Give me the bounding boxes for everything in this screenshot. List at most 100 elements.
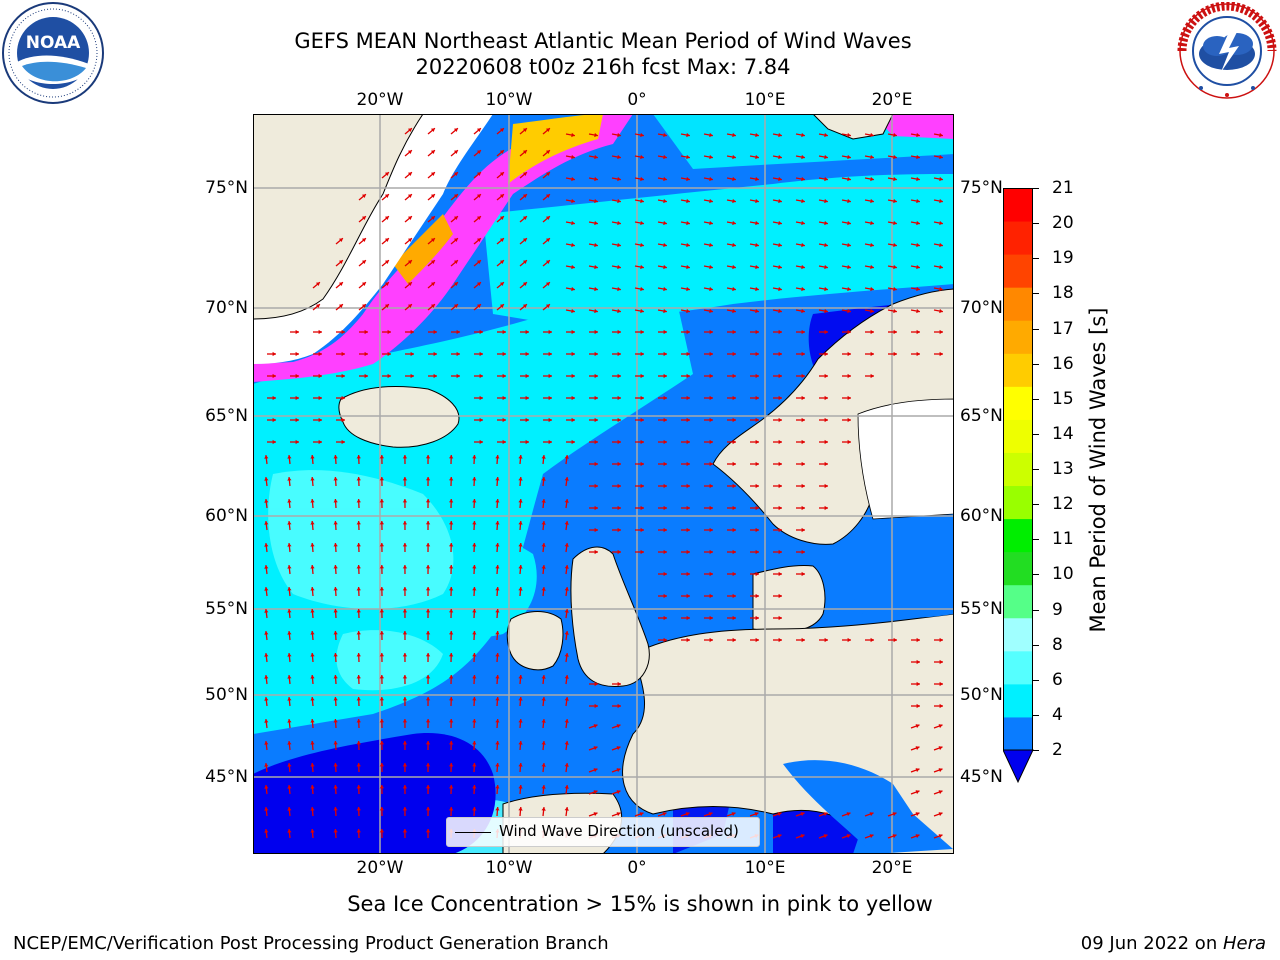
wave-direction-arrowhead xyxy=(430,260,435,264)
wave-direction-arrowhead xyxy=(824,286,828,292)
wave-direction-arrowhead xyxy=(518,477,523,481)
wave-direction-arrowhead xyxy=(495,543,500,547)
colorbar-tick-label: 16 xyxy=(1052,353,1074,374)
wave-direction-arrowhead xyxy=(778,417,782,423)
wave-direction-arrowhead xyxy=(732,461,736,467)
wave-direction-arrowhead xyxy=(594,527,598,533)
wave-direction-arrowhead xyxy=(545,282,550,286)
wave-direction-arrowhead xyxy=(287,499,292,503)
wave-direction-arrowhead xyxy=(264,697,269,701)
wave-direction-arrowhead xyxy=(893,637,897,643)
wave-direction-arrowhead xyxy=(916,132,920,138)
wave-direction-arrowhead xyxy=(663,395,667,401)
wave-direction-arrowhead xyxy=(430,238,435,242)
wave-direction-arrowhead xyxy=(617,483,621,489)
wave-direction-arrowhead xyxy=(801,308,805,314)
wave-direction-arrowhead xyxy=(499,238,504,242)
wave-direction-arrowhead xyxy=(939,220,943,226)
wave-direction-arrowhead xyxy=(495,785,500,789)
wave-direction-arrowhead xyxy=(709,154,713,160)
wave-direction-arrowhead xyxy=(663,571,667,577)
wave-direction-arrowhead xyxy=(709,264,713,270)
wave-direction-arrowhead xyxy=(801,220,805,226)
wave-direction-arrowhead xyxy=(755,637,759,643)
wave-direction-arrowhead xyxy=(755,373,759,379)
wave-direction-arrowhead xyxy=(571,308,575,314)
wave-direction-arrowhead xyxy=(453,282,458,286)
noaa-logo: NOAA xyxy=(2,2,104,104)
wave-direction-arrowhead xyxy=(915,768,920,773)
wave-direction-arrowhead xyxy=(663,329,667,335)
wave-direction-arrowhead xyxy=(755,220,759,226)
wave-direction-arrowhead xyxy=(476,282,481,286)
wave-direction-arrowhead xyxy=(663,132,667,138)
wave-direction-arrowhead xyxy=(916,351,920,357)
wave-direction-arrowhead xyxy=(384,282,389,286)
wave-direction-arrowhead xyxy=(476,128,481,132)
wave-direction-arrowhead xyxy=(915,724,920,729)
wave-direction-arrowhead xyxy=(379,609,384,613)
wave-direction-arrowhead xyxy=(594,483,598,489)
wave-direction-arrowhead xyxy=(916,659,920,665)
wave-direction-arrowhead xyxy=(564,675,569,679)
wave-direction-arrowhead xyxy=(310,785,315,789)
wave-direction-arrowhead xyxy=(893,308,897,314)
wave-direction-arrowhead xyxy=(663,461,667,467)
wave-direction-arrowhead xyxy=(938,724,943,729)
wave-direction-arrowhead xyxy=(916,637,920,643)
wave-direction-arrowhead xyxy=(801,286,805,292)
colorbar-bin xyxy=(1003,650,1033,685)
wave-direction-arrowhead xyxy=(379,807,384,811)
wave-direction-arrowhead xyxy=(541,697,546,701)
wave-direction-arrowhead xyxy=(663,308,667,314)
colorbar-bin xyxy=(1003,353,1033,387)
wave-direction-arrowhead xyxy=(755,439,759,445)
wave-direction-arrowhead xyxy=(938,746,943,751)
wave-direction-arrowhead xyxy=(801,264,805,270)
wave-direction-arrowhead xyxy=(333,455,338,459)
wave-direction-arrowhead xyxy=(640,483,644,489)
wave-direction-arrowhead xyxy=(594,264,598,270)
colorbar-bin xyxy=(1003,617,1033,652)
wave-direction-arrowhead xyxy=(264,719,269,723)
wave-direction-arrowhead xyxy=(778,132,782,138)
wave-direction-arrowhead xyxy=(364,351,368,357)
wave-direction-arrowhead xyxy=(801,505,805,511)
wave-direction-arrowhead xyxy=(425,587,431,591)
wave-direction-arrowhead xyxy=(333,477,338,481)
wave-direction-arrowhead xyxy=(893,329,897,335)
colorbar-tick-label: 20 xyxy=(1052,213,1074,234)
wave-direction-arrowhead xyxy=(287,477,292,481)
wave-direction-arrowhead xyxy=(287,785,292,789)
wave-direction-arrowhead xyxy=(518,697,523,701)
wave-direction-arrowhead xyxy=(824,176,828,182)
wave-direction-arrowhead xyxy=(502,351,506,357)
baltic-ice-white xyxy=(857,398,955,520)
wave-direction-arrowhead xyxy=(402,741,408,745)
wave-direction-arrowhead xyxy=(356,719,361,723)
lon-label-10w-top: 10°W xyxy=(485,90,533,110)
wave-direction-arrowhead xyxy=(495,631,500,635)
wave-direction-arrowhead xyxy=(686,154,690,160)
wave-direction-arrowhead xyxy=(732,527,736,533)
wave-direction-arrowhead xyxy=(801,329,805,335)
wave-direction-arrowhead xyxy=(425,477,431,481)
wave-direction-arrowhead xyxy=(495,565,500,569)
wave-direction-arrowhead xyxy=(356,785,361,789)
wave-direction-arrowhead xyxy=(449,763,454,767)
wave-direction-arrowhead xyxy=(407,150,412,154)
wave-direction-arrowhead xyxy=(518,763,523,767)
wave-direction-arrowhead xyxy=(310,477,315,481)
wave-direction-arrowhead xyxy=(709,527,713,533)
wave-direction-arrowhead xyxy=(732,505,736,511)
wave-direction-arrowhead xyxy=(402,829,408,833)
footer-machine: Hera xyxy=(1222,933,1266,954)
wave-direction-arrowhead xyxy=(593,768,598,773)
wave-direction-arrowhead xyxy=(407,260,412,264)
wave-direction-arrowhead xyxy=(571,373,575,379)
wave-direction-arrowhead xyxy=(824,329,828,335)
wave-direction-arrowhead xyxy=(617,395,621,401)
lon-label-10e-top: 10°E xyxy=(744,90,786,110)
wave-direction-arrowhead xyxy=(824,505,828,511)
wave-direction-arrowhead xyxy=(341,351,345,357)
